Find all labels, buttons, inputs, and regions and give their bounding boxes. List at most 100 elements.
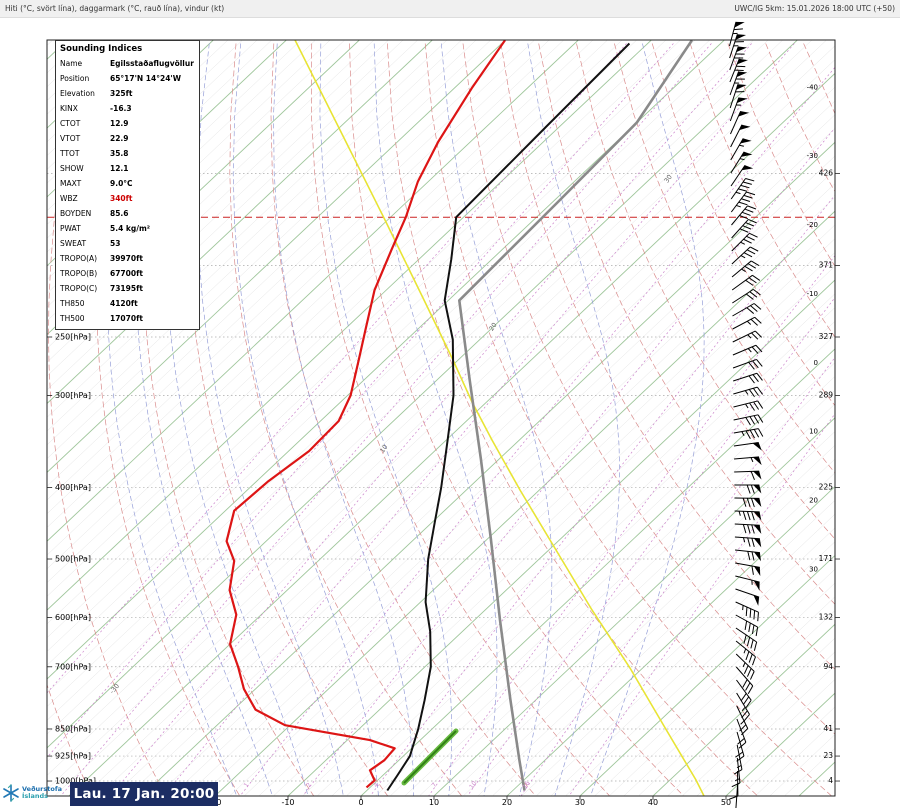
axis-label: 850[hPa] <box>55 724 91 733</box>
met-office-name: Veðurstofa Íslands <box>22 785 63 800</box>
axis-label: 1 <box>243 781 251 788</box>
axis-label: 4 <box>372 781 380 788</box>
index-value: 4120ft <box>110 299 138 308</box>
index-row: PWAT 5.4 kg/m² <box>56 221 199 236</box>
index-row: KINX -16.3 <box>56 101 199 116</box>
axis-label: 700[hPa] <box>55 662 91 671</box>
axis-label: 225 <box>819 483 834 492</box>
index-value: 35.8 <box>110 149 129 158</box>
axis-label: 20 <box>502 798 512 807</box>
index-value: 39970ft <box>110 254 143 263</box>
axis-label: 20 <box>809 497 818 505</box>
index-label: MAXT <box>60 179 82 188</box>
index-row: BOYDEN 85.6 <box>56 206 199 221</box>
index-label: Position <box>60 74 90 83</box>
index-row: VTOT 22.9 <box>56 131 199 146</box>
axis-label: 426 <box>819 168 834 177</box>
index-label: SHOW <box>60 164 84 173</box>
index-row: SHOW 12.1 <box>56 161 199 176</box>
pressure-gridlines <box>47 173 835 782</box>
index-label: WBZ <box>60 194 78 203</box>
index-value: 85.6 <box>110 209 129 218</box>
index-label: TTOT <box>60 149 80 158</box>
axis-label: 30 <box>663 173 674 184</box>
datetime-badge: Lau. 17 Jan. 20:00 <box>70 782 218 806</box>
index-value: 65°17'N 14°24'W <box>110 74 182 83</box>
axis-label: 41 <box>823 724 833 733</box>
snowflake-icon <box>3 784 19 802</box>
axis-labels-group: 250[hPa] 300[hPa] 400[hPa] 500[hPa] 600[hPa]… <box>47 83 840 807</box>
sounding-indices-panel: Sounding Indices Name Egilsstaðaflugvöllu… <box>55 40 200 330</box>
index-value: 22.9 <box>110 134 129 143</box>
axis-label: 171 <box>819 554 834 563</box>
axis-label: -40 <box>807 83 818 91</box>
index-value: 12.1 <box>110 164 129 173</box>
index-value: -16.3 <box>110 104 132 113</box>
index-row: WBZ 340ft <box>56 191 199 206</box>
dewpoint-curve <box>225 40 506 789</box>
axis-label: -30 <box>807 152 818 160</box>
axis-label: 400[hPa] <box>55 483 91 492</box>
axis-label: 50 <box>721 798 731 807</box>
axis-label: 327 <box>819 332 834 341</box>
axis-label: 20 <box>487 321 498 332</box>
index-label: Name <box>60 59 83 68</box>
axis-label: 289 <box>819 390 834 399</box>
plot-border <box>46 39 836 797</box>
index-label: TH850 <box>60 299 85 308</box>
index-row: TTOT 35.8 <box>56 146 199 161</box>
axis-label: 300[hPa] <box>55 391 91 400</box>
index-row: TROPO(A) 39970ft <box>56 251 199 266</box>
wind-barbs-group <box>729 21 764 808</box>
index-value: 9.0°C <box>110 179 133 188</box>
axis-label: -20 <box>807 221 818 229</box>
index-value: 73195ft <box>110 284 143 293</box>
index-row: TROPO(C) 73195ft <box>56 281 199 296</box>
index-value: Egilsstaðaflugvöllur <box>110 59 194 68</box>
index-value: 340ft <box>110 194 133 203</box>
axis-label: 16 <box>522 780 532 790</box>
axis-label: 2 <box>305 781 313 788</box>
index-value: 5.4 kg/m² <box>110 224 151 233</box>
axis-label: 30 <box>575 798 585 807</box>
index-label: KINX <box>60 104 78 113</box>
axis-label: 371 <box>819 261 834 270</box>
index-label: PWAT <box>60 224 81 233</box>
index-row: TH500 17070ft <box>56 311 199 326</box>
index-row: MAXT 9.0°C <box>56 176 199 191</box>
parcel-green-core <box>403 730 457 784</box>
axis-label: 600[hPa] <box>55 613 91 622</box>
axis-label: -10 <box>281 798 294 807</box>
index-label: SWEAT <box>60 239 87 248</box>
index-label: CTOT <box>60 119 81 128</box>
axis-label: 250[hPa] <box>55 333 91 342</box>
met-office-logo: Veðurstofa Íslands <box>2 783 62 803</box>
axis-label: 925[hPa] <box>55 752 91 761</box>
index-label: VTOT <box>60 134 81 143</box>
index-row: SWEAT 53 <box>56 236 199 251</box>
indices-rows: Name Egilsstaðaflugvöllur Position 65°17'N … <box>56 56 199 326</box>
index-value: 17070ft <box>110 314 143 323</box>
axis-label: 0 <box>358 798 363 807</box>
axis-label: 10 <box>809 428 818 436</box>
yellow-reference-line <box>294 40 705 796</box>
index-value: 67700ft <box>110 269 143 278</box>
axis-label: 4 <box>828 776 833 785</box>
index-label: TROPO(C) <box>60 284 98 293</box>
axis-label: 10 <box>468 780 478 790</box>
index-label: Elevation <box>60 89 95 98</box>
axis-label: 7 <box>430 781 438 788</box>
axis-label: 94 <box>823 662 833 671</box>
index-row: Elevation 325ft <box>56 86 199 101</box>
axis-label: -10 <box>807 290 818 298</box>
model-run-text: UWC/IG 5km: 15.01.2026 18:00 UTC (+50) <box>734 4 895 13</box>
axis-label: 40 <box>648 798 658 807</box>
index-row: Name Egilsstaðaflugvöllur <box>56 56 199 71</box>
indices-title: Sounding Indices <box>60 44 143 54</box>
axis-label: 30 <box>809 565 818 573</box>
axis-label: 500[hPa] <box>55 555 91 564</box>
index-label: TROPO(A) <box>60 254 98 263</box>
axis-label: 0 <box>814 359 818 367</box>
legend-text: Hiti (°C, svört lína), daggarmark (°C, r… <box>5 4 225 13</box>
